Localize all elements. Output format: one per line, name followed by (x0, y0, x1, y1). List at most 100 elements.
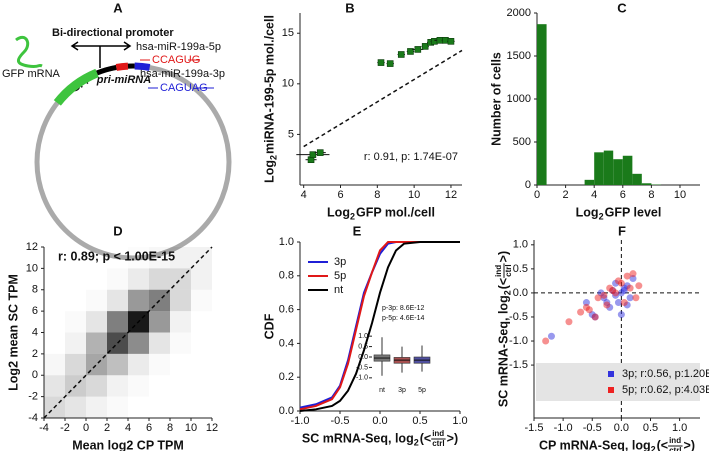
density-cell (44, 333, 65, 354)
cdf-line (299, 241, 460, 412)
x-tick-label: -1.0 (554, 422, 573, 434)
seq5p: CCAGUG (152, 54, 200, 66)
y-tick-label: 0.5 (513, 263, 528, 275)
axis-label-text: (< (496, 278, 510, 289)
axis-label: Log2 mean SC TPM (6, 274, 20, 391)
y-tick-label: 500 (513, 136, 531, 148)
legend-label: 5p; r:0.62, p:4.03E-12 (622, 384, 709, 396)
point (582, 299, 590, 307)
density-cell (191, 247, 212, 269)
x-tick-label: 8 (648, 189, 654, 201)
y-tick-label: -0.5 (509, 311, 528, 323)
axis-label-text: Log (327, 205, 350, 219)
point (594, 294, 602, 302)
density-cell (44, 375, 65, 397)
point (577, 308, 585, 316)
point (397, 51, 405, 58)
x-tick-label: 8 (167, 422, 173, 434)
density-cell (107, 353, 128, 376)
mrna-label: GFP mRNA (2, 68, 61, 80)
x-tick-label: 10 (185, 422, 197, 434)
point (629, 274, 637, 282)
axis-label-num: ind (494, 265, 503, 277)
point (591, 313, 599, 321)
y-tick-label: 2000 (507, 7, 531, 19)
point (614, 299, 622, 307)
point (414, 46, 422, 53)
x-tick-label: 6 (337, 189, 343, 201)
density-cell (86, 268, 107, 289)
plasmid-segment (96, 64, 117, 76)
legend-label: 3p; r:0.56, p:1.20E-09 (622, 368, 709, 380)
x-tick-label: 0.0 (372, 415, 387, 427)
y-tick-label: 0.5 (358, 343, 368, 350)
point (565, 318, 573, 326)
panel-letter: F (618, 223, 626, 238)
density-cell (170, 333, 191, 354)
x-tick-label: 6 (146, 422, 152, 434)
axis-label-text: GFP mol./cell (356, 205, 435, 219)
y-tick-label: 0.0 (513, 287, 528, 299)
bar (584, 179, 595, 185)
point (377, 59, 385, 66)
axis-label-parts: Log 2 GFP level (576, 205, 662, 221)
point (447, 38, 455, 45)
panel-letter: D (113, 223, 122, 238)
density-cell (149, 268, 170, 290)
y-tick-label: 15 (282, 27, 294, 39)
x-tick-label: 1.0 (672, 422, 687, 434)
axis-label-text: SC mRNA-Seq, log (302, 431, 414, 445)
density-cell (149, 332, 170, 354)
legend-marker (608, 371, 614, 377)
x-tick-label: 0.0 (614, 422, 629, 434)
point (620, 287, 628, 295)
x-tick-label: 4 (301, 189, 307, 201)
point (632, 294, 640, 302)
x-tick-label: -0.5 (583, 422, 602, 434)
bar (632, 173, 642, 185)
x-tick-label: 12 (445, 189, 457, 201)
point (635, 282, 643, 290)
pri-label: pri-miRNA (96, 74, 151, 86)
plasmid-segment (115, 62, 129, 71)
point (609, 287, 617, 295)
density-cell (128, 268, 149, 290)
axis-label: Number of cells (489, 52, 503, 146)
point (442, 37, 449, 44)
y-tick-label: -2 (28, 391, 38, 403)
y-tick-label: 10 (282, 78, 294, 90)
point (309, 151, 317, 158)
axis-label-den: ctrl (432, 439, 444, 448)
point (617, 311, 625, 319)
bar (603, 150, 614, 185)
density-cell (128, 332, 149, 354)
y-tick-label: -0.5 (356, 364, 368, 371)
y-tick-label: -1.5 (509, 359, 528, 371)
x-tick-label: -0.5 (331, 415, 350, 427)
y-tick-label: 2 (32, 348, 38, 360)
density-cell (191, 290, 212, 311)
density-cell (191, 397, 212, 418)
x-tick-label: 5p (418, 387, 426, 394)
y-tick-label: 1000 (507, 93, 531, 105)
x-tick-label: -2 (60, 422, 70, 434)
point (620, 299, 628, 307)
density-cell (65, 353, 86, 376)
point (316, 149, 324, 156)
panel-a: A GFP mRNA GFP pri-miRNA Bi-directional … (2, 0, 232, 261)
density-cell (191, 333, 212, 354)
x-tick-label: 2 (563, 189, 569, 201)
axis-label-sub: 2 (599, 211, 604, 221)
bar (641, 183, 652, 185)
axis-label-text: (< (420, 431, 431, 445)
x-tick-label: 4 (125, 422, 131, 434)
density-cell (170, 289, 191, 312)
axis-label-den: ctrl (504, 264, 513, 276)
legend-label: nt (334, 284, 343, 296)
axis-label: Mean log2 CP TPM (72, 438, 184, 451)
legend-box (536, 363, 700, 401)
density-cell (107, 375, 128, 397)
y-tick-label: 1.0 (358, 333, 368, 340)
y-tick-label: 1.0 (279, 236, 294, 248)
